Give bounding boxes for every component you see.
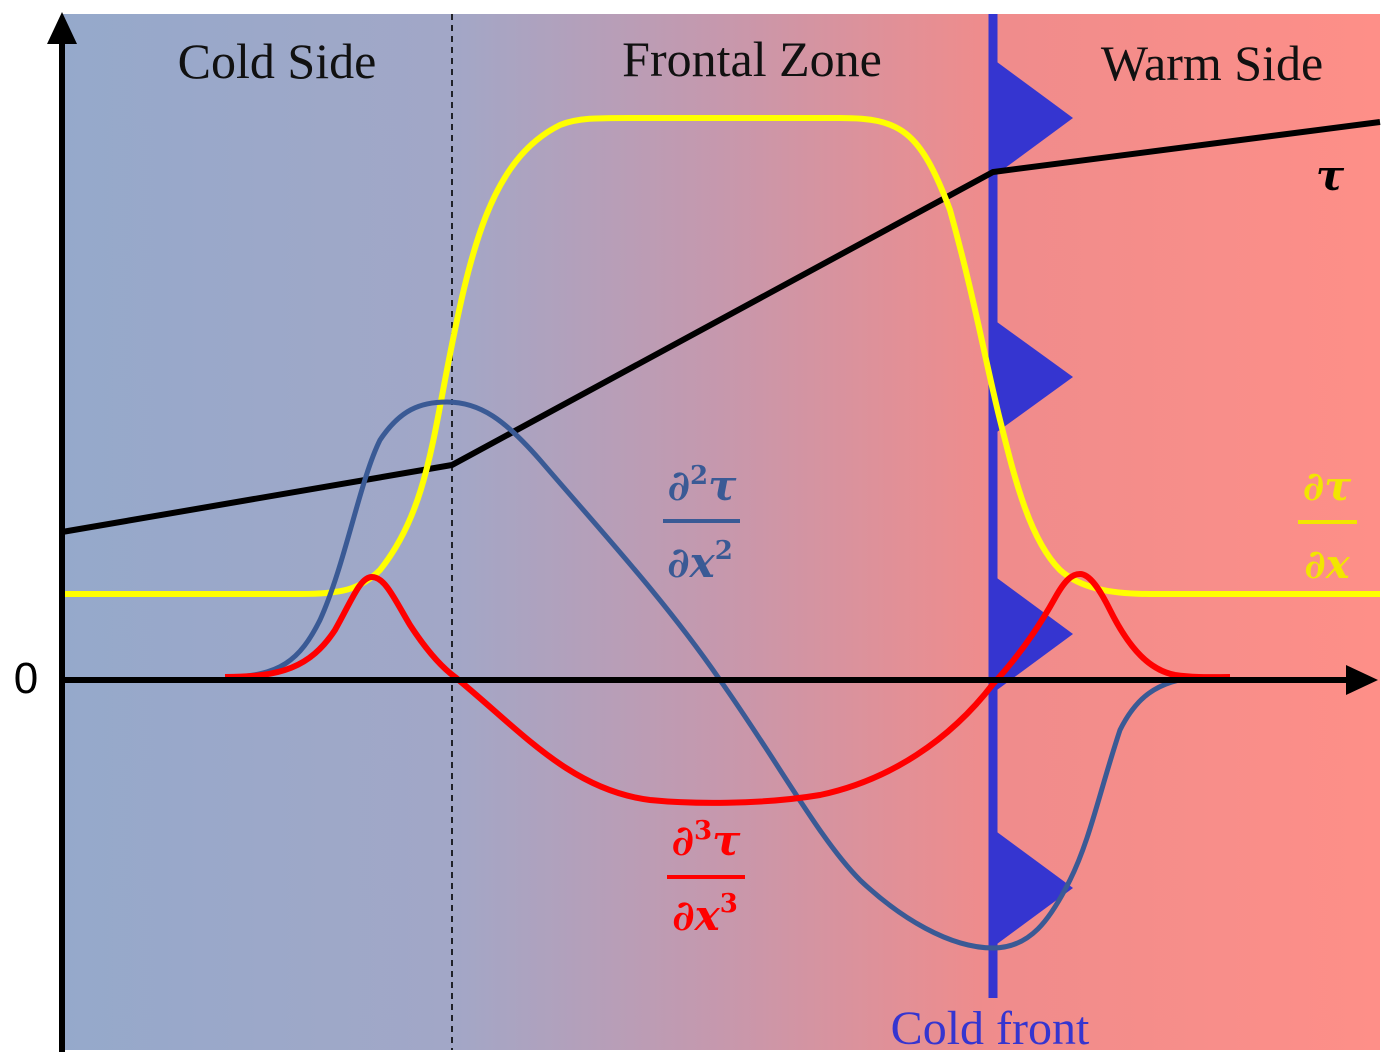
cold-front-triangle-2 (997, 322, 1073, 432)
first-derivative-denominator: ∂x (1304, 541, 1350, 588)
zero-label: 0 (14, 654, 38, 703)
first-derivative-label: ∂τ ∂x (1298, 463, 1357, 588)
tau-label: τ (1316, 151, 1345, 200)
cold-side-label: Cold Side (178, 33, 377, 89)
third-derivative-curve (224, 570, 1231, 806)
cold-front-triangle-4 (997, 832, 1073, 944)
third-derivative-label: ∂3τ ∂x3 (667, 816, 745, 940)
frontal-zone-label: Frontal Zone (622, 31, 882, 87)
second-derivative-numerator: ∂2τ (668, 461, 738, 510)
second-derivative-label: ∂2τ ∂x2 (663, 461, 740, 587)
cold-front-triangle-1 (997, 62, 1073, 174)
third-derivative-numerator: ∂3τ (672, 816, 742, 865)
first-derivative-numerator: ∂τ (1303, 463, 1351, 510)
y-axis-arrowhead (47, 12, 77, 44)
second-derivative-denominator: ∂x2 (667, 536, 733, 587)
x-axis-arrowhead (1346, 665, 1378, 695)
third-derivative-denominator: ∂x3 (672, 889, 738, 940)
cold-front-label: Cold front (891, 1002, 1090, 1055)
first-derivative-curve (62, 114, 1380, 597)
tau-curve (61, 119, 1381, 535)
warm-side-label: Warm Side (1101, 35, 1323, 91)
